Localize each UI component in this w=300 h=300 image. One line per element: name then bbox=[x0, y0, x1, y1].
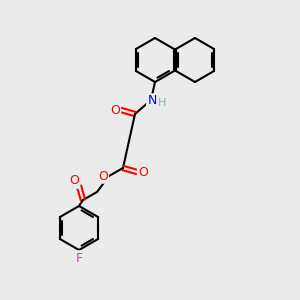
Text: O: O bbox=[69, 175, 79, 188]
Text: F: F bbox=[75, 251, 82, 265]
Text: H: H bbox=[158, 98, 166, 108]
Text: O: O bbox=[110, 103, 120, 116]
Text: O: O bbox=[98, 169, 108, 182]
Text: N: N bbox=[147, 94, 157, 107]
Text: O: O bbox=[138, 166, 148, 178]
